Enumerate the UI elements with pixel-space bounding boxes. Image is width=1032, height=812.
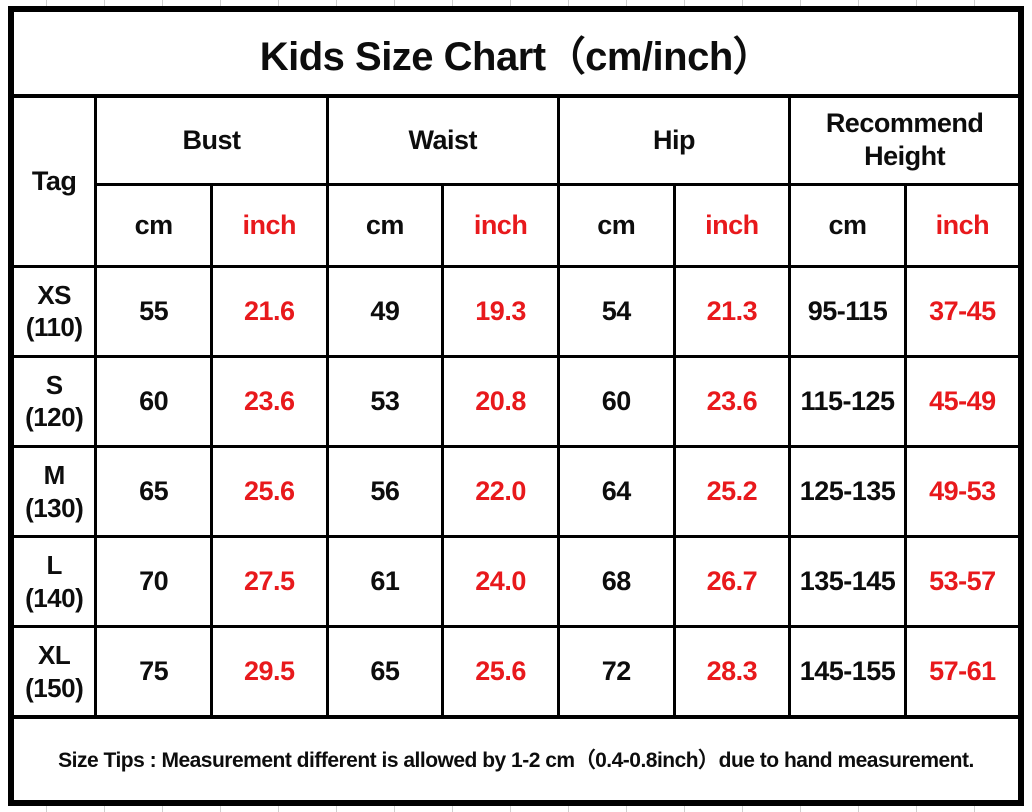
xl-hip-inch: 28.3 bbox=[672, 625, 792, 719]
title-row: Kids Size Chart（cm/inch） bbox=[9, 7, 1023, 99]
size-tag-code: (150) bbox=[25, 672, 84, 703]
tag-cell-xs: XS (110) bbox=[9, 264, 98, 358]
size-tag: XS bbox=[37, 279, 71, 310]
table-row-l: L (140) 70 27.5 61 24.0 68 26.7 135-145 … bbox=[9, 535, 1023, 629]
s-height-inch: 45-49 bbox=[903, 354, 1023, 449]
l-hip-cm: 68 bbox=[556, 535, 676, 629]
l-bust-cm: 70 bbox=[94, 535, 213, 629]
unit-header-bust-inch: inch bbox=[209, 182, 329, 268]
m-bust-cm: 65 bbox=[94, 445, 213, 539]
column-header-waist: Waist bbox=[325, 94, 560, 186]
s-height-cm: 115-125 bbox=[788, 354, 907, 449]
xl-hip-cm: 72 bbox=[556, 625, 676, 719]
tag-cell-l: L (140) bbox=[9, 535, 98, 629]
table-row-xs: XS (110) 55 21.6 49 19.3 54 21.3 95-115 … bbox=[9, 264, 1023, 358]
xl-height-cm: 145-155 bbox=[788, 625, 907, 719]
xs-bust-cm: 55 bbox=[94, 264, 213, 358]
xl-waist-inch: 25.6 bbox=[441, 625, 560, 719]
l-waist-cm: 61 bbox=[325, 535, 445, 629]
xs-hip-inch: 21.3 bbox=[672, 264, 792, 358]
xl-height-inch: 57-61 bbox=[903, 625, 1023, 719]
xl-waist-cm: 65 bbox=[325, 625, 445, 719]
bottom-crop-gridlines bbox=[0, 806, 1032, 812]
m-waist-inch: 22.0 bbox=[441, 445, 560, 539]
xl-bust-inch: 29.5 bbox=[209, 625, 329, 719]
m-hip-cm: 64 bbox=[556, 445, 676, 539]
unit-header-row: cm inch cm inch cm inch cm inch bbox=[11, 182, 1023, 268]
unit-header-waist-inch: inch bbox=[441, 182, 560, 268]
table-row-s: S (120) 60 23.6 53 20.8 60 23.6 115-125 … bbox=[9, 354, 1023, 449]
tag-cell-m: M (130) bbox=[9, 445, 98, 539]
m-waist-cm: 56 bbox=[325, 445, 445, 539]
size-tag-code: (110) bbox=[25, 312, 83, 343]
size-tag-code: (130) bbox=[25, 492, 84, 523]
xs-bust-inch: 21.6 bbox=[209, 264, 329, 358]
size-tag: M bbox=[43, 460, 66, 491]
unit-header-bust-cm: cm bbox=[94, 182, 213, 268]
group-header-row: Tag Bust Waist Hip Recommend Height bbox=[9, 94, 1023, 268]
size-tag-code: (120) bbox=[25, 402, 84, 433]
size-tag: XL bbox=[38, 640, 71, 671]
tag-cell-s: S (120) bbox=[9, 354, 98, 449]
unit-header-height-inch: inch bbox=[903, 182, 1023, 268]
unit-header-hip-cm: cm bbox=[556, 182, 676, 268]
size-tips-note: Size Tips : Measurement different is all… bbox=[9, 714, 1023, 805]
m-hip-inch: 25.2 bbox=[672, 445, 792, 539]
s-bust-inch: 23.6 bbox=[209, 354, 329, 449]
column-header-hip: Hip bbox=[556, 94, 792, 186]
xs-height-cm: 95-115 bbox=[788, 264, 907, 358]
m-bust-inch: 25.6 bbox=[209, 445, 329, 539]
xs-waist-inch: 19.3 bbox=[441, 264, 560, 358]
size-tips-row: Size Tips : Measurement different is all… bbox=[9, 714, 1023, 805]
xl-bust-cm: 75 bbox=[94, 625, 213, 719]
xs-waist-cm: 49 bbox=[325, 264, 445, 358]
m-height-cm: 125-135 bbox=[788, 445, 907, 539]
size-tag: S bbox=[45, 369, 63, 400]
unit-header-hip-inch: inch bbox=[672, 182, 792, 268]
l-bust-inch: 27.5 bbox=[209, 535, 329, 629]
m-height-inch: 49-53 bbox=[903, 445, 1023, 539]
s-hip-inch: 23.6 bbox=[672, 354, 792, 449]
xs-height-inch: 37-45 bbox=[903, 264, 1023, 358]
column-header-bust: Bust bbox=[94, 94, 329, 186]
unit-header-height-cm: cm bbox=[788, 182, 907, 268]
size-tag: L bbox=[46, 550, 62, 581]
unit-header-waist-cm: cm bbox=[325, 182, 445, 268]
xs-hip-cm: 54 bbox=[556, 264, 676, 358]
s-waist-inch: 20.8 bbox=[441, 354, 560, 449]
l-hip-inch: 26.7 bbox=[672, 535, 792, 629]
size-tag-code: (140) bbox=[25, 582, 84, 613]
column-header-tag: Tag bbox=[9, 94, 98, 268]
page-title: Kids Size Chart（cm/inch） bbox=[9, 7, 1023, 99]
s-waist-cm: 53 bbox=[325, 354, 445, 449]
column-header-recommend-height: Recommend Height bbox=[788, 94, 1023, 186]
l-height-inch: 53-57 bbox=[903, 535, 1023, 629]
l-waist-inch: 24.0 bbox=[441, 535, 560, 629]
top-crop-gridlines bbox=[0, 0, 1032, 6]
s-hip-cm: 60 bbox=[556, 354, 676, 449]
s-bust-cm: 60 bbox=[94, 354, 213, 449]
tag-cell-xl: XL (150) bbox=[9, 625, 98, 719]
kids-size-chart-table: Kids Size Chart（cm/inch） Tag Bust Waist … bbox=[8, 6, 1024, 806]
l-height-cm: 135-145 bbox=[788, 535, 907, 629]
table-row-xl: XL (150) 75 29.5 65 25.6 72 28.3 145-155… bbox=[9, 625, 1023, 719]
table-row-m: M (130) 65 25.6 56 22.0 64 25.2 125-135 … bbox=[9, 445, 1023, 539]
